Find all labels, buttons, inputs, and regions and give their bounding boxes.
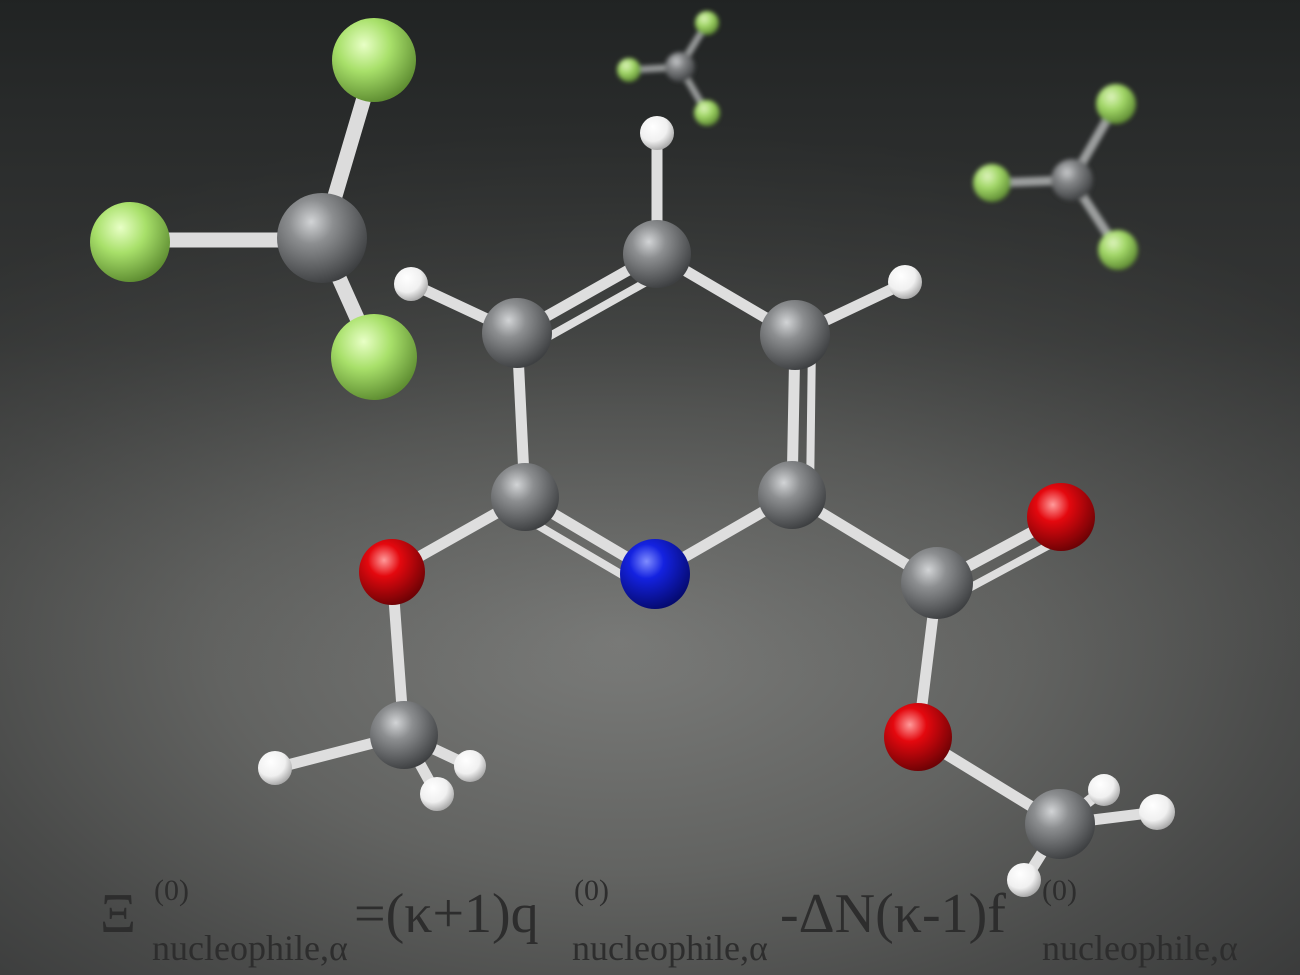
carbon-atom bbox=[901, 547, 973, 619]
carbon-atom bbox=[370, 701, 438, 769]
formula-superscript: (0) bbox=[154, 874, 189, 907]
formula-term2-subscript: nucleophile,α bbox=[1042, 928, 1238, 968]
formula-subscript: nucleophile,α bbox=[152, 928, 348, 968]
hydrogen-atom bbox=[394, 267, 428, 301]
atoms bbox=[258, 116, 1175, 897]
hydrogen-atom bbox=[258, 751, 292, 785]
hydrogen-atom bbox=[420, 777, 454, 811]
carbon-atom bbox=[482, 298, 552, 368]
carbon-atom bbox=[491, 463, 559, 531]
hydrogen-atom bbox=[454, 750, 486, 782]
formula-symbol: Ξ bbox=[100, 883, 137, 945]
hydrogen-atom bbox=[1139, 794, 1175, 830]
hydrogen-atom bbox=[1007, 863, 1041, 897]
oxygen-atom bbox=[359, 539, 425, 605]
cf3-fragment-near bbox=[90, 18, 417, 400]
carbon-atom bbox=[760, 300, 830, 370]
formula-term1-subscript: nucleophile,α bbox=[572, 928, 768, 968]
hydrogen-atom bbox=[1088, 774, 1120, 806]
carbon-atom bbox=[623, 220, 691, 288]
formula-term2-superscript: (0) bbox=[1042, 874, 1077, 907]
hydrogen-atom bbox=[888, 265, 922, 299]
formula: Ξ (0) nucleophile,α =(κ+1)q (0) nucleoph… bbox=[96, 872, 1286, 972]
cf3-fragment-far-top bbox=[617, 11, 720, 126]
cf3-fragment-far-right bbox=[973, 84, 1138, 270]
formula-term2: -ΔN(κ-1)f bbox=[780, 883, 1006, 945]
carbon-atom bbox=[1025, 789, 1095, 859]
formula-term1-superscript: (0) bbox=[574, 874, 609, 907]
hydrogen-atom bbox=[640, 116, 674, 150]
formula-term1: =(κ+1)q bbox=[354, 883, 539, 945]
nitrogen-atom bbox=[620, 539, 690, 609]
carbon-atom bbox=[758, 461, 826, 529]
oxygen-atom bbox=[884, 703, 952, 771]
oxygen-atom bbox=[1027, 483, 1095, 551]
